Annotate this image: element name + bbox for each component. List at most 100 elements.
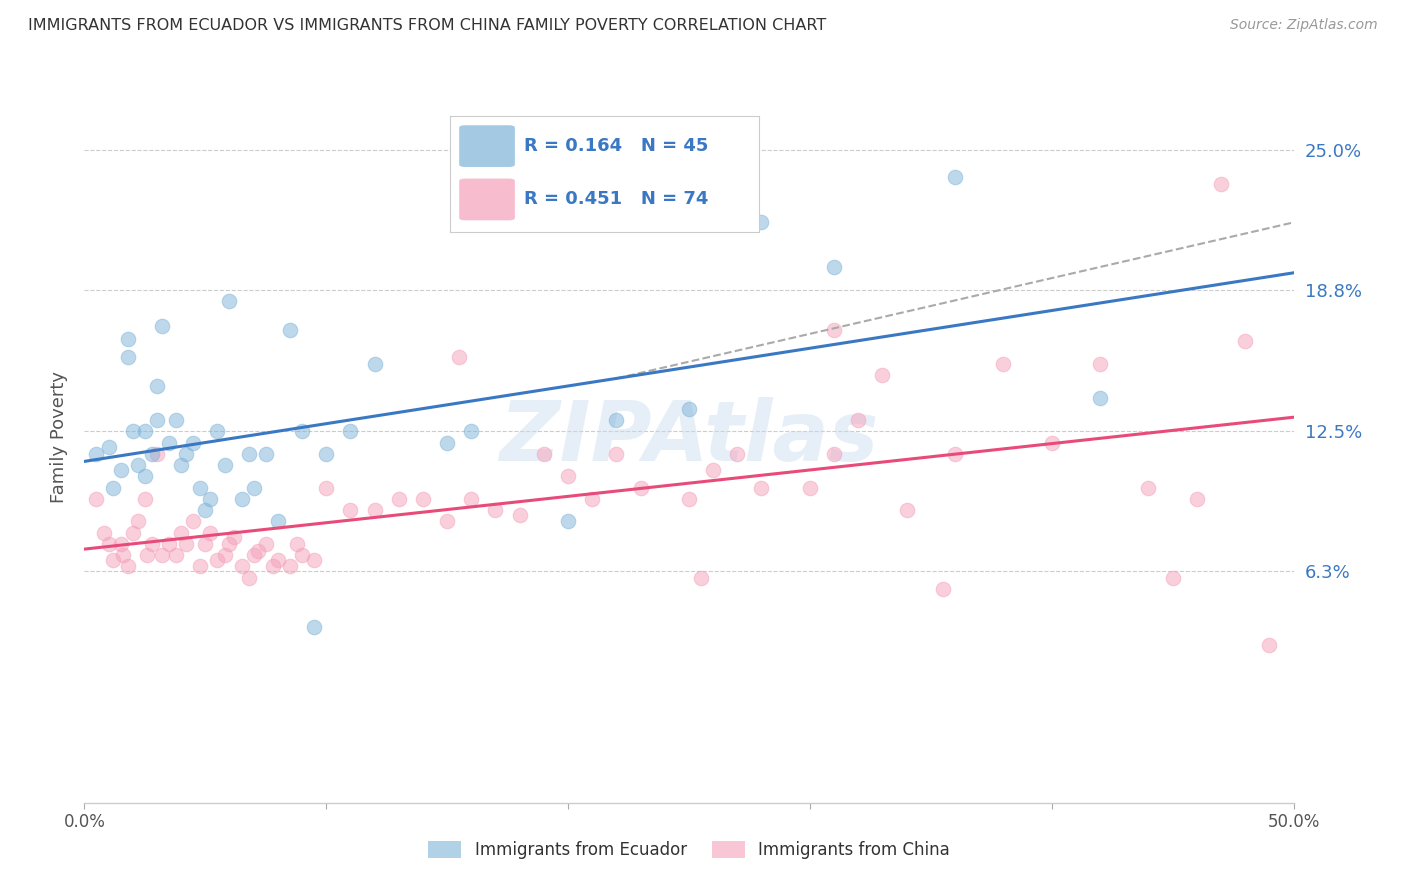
Point [238, 571, 260, 585]
Point [823, 447, 845, 461]
Point [262, 559, 284, 574]
Text: R = 0.164   N = 45: R = 0.164 N = 45 [524, 137, 709, 155]
Point [302, 620, 325, 634]
Point [181, 515, 204, 529]
Point [278, 323, 301, 337]
Point [134, 491, 156, 506]
Point [117, 332, 139, 346]
Point [363, 503, 385, 517]
Point [117, 350, 139, 364]
Point [388, 491, 411, 506]
Point [315, 481, 337, 495]
Text: R = 0.451   N = 74: R = 0.451 N = 74 [524, 191, 709, 209]
Text: Source: ZipAtlas.com: Source: ZipAtlas.com [1230, 18, 1378, 32]
Point [134, 425, 156, 439]
Point [1040, 435, 1063, 450]
Point [932, 582, 955, 596]
Point [799, 481, 821, 495]
Point [943, 447, 966, 461]
Point [363, 357, 385, 371]
Point [1209, 177, 1232, 191]
Point [165, 413, 187, 427]
Point [254, 537, 277, 551]
Point [121, 525, 143, 540]
Point [207, 553, 229, 567]
Point [103, 481, 125, 495]
Point [449, 350, 471, 364]
Point [207, 425, 229, 439]
Point [165, 548, 187, 562]
Point [181, 435, 204, 450]
Point [285, 537, 308, 551]
Point [484, 503, 506, 517]
Point [103, 553, 125, 567]
Point [702, 463, 724, 477]
Point [725, 447, 748, 461]
Point [823, 260, 845, 275]
Point [141, 537, 163, 551]
Point [1258, 638, 1281, 652]
Point [460, 425, 482, 439]
Point [291, 548, 314, 562]
Point [605, 413, 627, 427]
Point [93, 525, 115, 540]
Point [134, 469, 156, 483]
Point [302, 553, 325, 567]
Point [846, 413, 869, 427]
Point [110, 537, 132, 551]
Point [1088, 391, 1111, 405]
Point [678, 401, 700, 416]
Point [127, 515, 149, 529]
Point [690, 571, 713, 585]
Point [97, 440, 120, 454]
Point [605, 447, 627, 461]
Point [146, 379, 169, 393]
Point [557, 469, 579, 483]
Point [218, 537, 240, 551]
Point [198, 491, 221, 506]
FancyBboxPatch shape [460, 125, 515, 167]
Point [436, 435, 458, 450]
Y-axis label: Family Poverty: Family Poverty [49, 371, 67, 503]
Point [460, 491, 482, 506]
Point [1161, 571, 1184, 585]
Point [339, 503, 361, 517]
Point [242, 481, 264, 495]
Point [86, 447, 108, 461]
Point [339, 425, 361, 439]
Point [1137, 481, 1160, 495]
Point [218, 293, 240, 308]
Point [242, 548, 264, 562]
Point [1185, 491, 1208, 506]
Point [557, 515, 579, 529]
Point [751, 215, 773, 229]
Point [509, 508, 531, 522]
Point [110, 463, 132, 477]
Point [823, 323, 845, 337]
Point [254, 447, 277, 461]
Point [231, 559, 253, 574]
Point [872, 368, 894, 383]
Point [198, 525, 221, 540]
Text: IMMIGRANTS FROM ECUADOR VS IMMIGRANTS FROM CHINA FAMILY POVERTY CORRELATION CHAR: IMMIGRANTS FROM ECUADOR VS IMMIGRANTS FR… [28, 18, 827, 33]
FancyBboxPatch shape [460, 178, 515, 220]
Point [751, 481, 773, 495]
Legend: Immigrants from Ecuador, Immigrants from China: Immigrants from Ecuador, Immigrants from… [419, 833, 959, 868]
Point [174, 447, 197, 461]
Point [157, 435, 180, 450]
Point [157, 537, 180, 551]
Point [112, 548, 135, 562]
Point [238, 447, 260, 461]
Point [194, 537, 217, 551]
Point [247, 543, 270, 558]
Point [1234, 334, 1257, 349]
Point [141, 447, 163, 461]
Point [194, 503, 217, 517]
Point [581, 491, 603, 506]
Point [170, 458, 193, 473]
Point [943, 170, 966, 185]
Point [291, 425, 314, 439]
Point [412, 491, 434, 506]
Point [150, 318, 173, 333]
Point [190, 559, 212, 574]
